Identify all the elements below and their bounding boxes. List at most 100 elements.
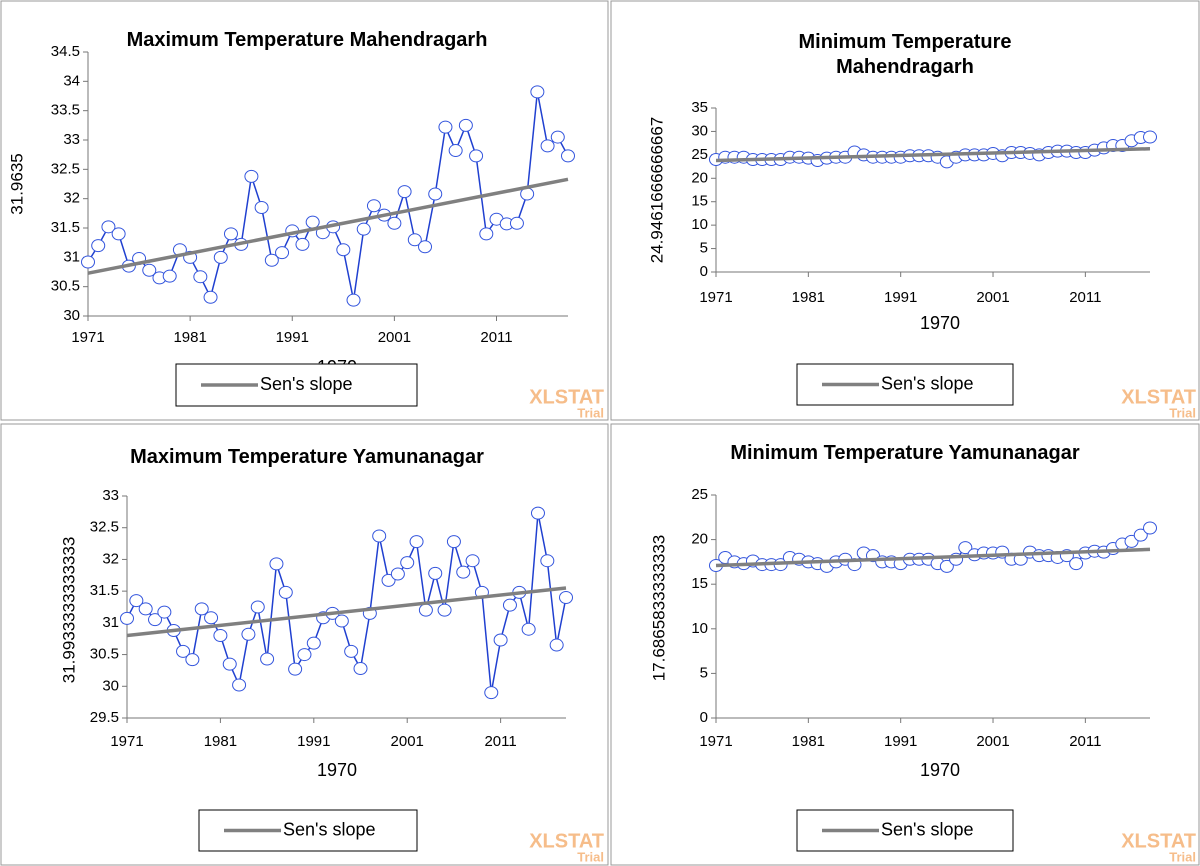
x-tick-label: 2011 (480, 329, 512, 346)
data-point (344, 644, 359, 658)
data-point (530, 506, 545, 520)
data-point (222, 657, 237, 671)
data-point (356, 222, 371, 236)
data-point (295, 237, 310, 251)
x-tick-label: 1981 (792, 733, 825, 750)
y-tick-label: 10 (691, 620, 708, 637)
y-tick-label: 15 (691, 193, 708, 210)
y-tick-label: 30 (63, 307, 80, 324)
panel-border (0, 0, 609, 421)
x-tick-label: 1971 (71, 329, 104, 346)
y-axis-label: 17.6865833333333 (649, 535, 668, 682)
x-axis-label: 1970 (920, 760, 960, 780)
y-tick-label: 34 (63, 72, 80, 89)
data-point (138, 602, 153, 616)
data-point (465, 554, 480, 568)
y-axis-label: 24.9461666666667 (647, 117, 666, 264)
y-tick-label: 31 (63, 248, 80, 265)
watermark: XLSTAT (529, 386, 604, 408)
data-point (372, 529, 387, 543)
watermark-sub: Trial (577, 849, 604, 864)
x-tick-label: 1981 (204, 733, 237, 750)
x-tick-label: 1991 (884, 289, 917, 306)
y-tick-label: 25 (691, 486, 708, 503)
data-point (148, 613, 163, 627)
data-point (540, 139, 555, 153)
data-point (203, 290, 218, 304)
data-point (1133, 528, 1148, 542)
x-tick-label: 2011 (484, 733, 516, 750)
data-point (213, 250, 228, 264)
y-axis-label: 31.9635 (7, 153, 26, 214)
data-point (1143, 130, 1157, 144)
data-point (469, 149, 484, 163)
y-tick-label: 0 (700, 263, 708, 280)
data-point (288, 662, 303, 676)
y-tick-label: 30.5 (90, 646, 119, 663)
x-tick-label: 1971 (699, 733, 732, 750)
data-point (213, 629, 228, 643)
data-point (540, 554, 555, 568)
trend-line (715, 547, 1151, 568)
y-tick-label: 32 (63, 190, 80, 207)
data-point (297, 648, 312, 662)
y-axis-label: 31.9933333333333 (59, 537, 78, 684)
data-point (176, 644, 191, 658)
y-tick-label: 20 (691, 531, 708, 548)
x-tick-label: 1991 (884, 733, 917, 750)
data-point (479, 227, 494, 241)
data-point (244, 169, 259, 183)
data-point (390, 567, 405, 581)
y-tick-label: 5 (700, 240, 708, 257)
legend-label: Sen's slope (283, 819, 376, 839)
data-point (278, 585, 293, 599)
data-point (387, 216, 402, 230)
data-point (353, 662, 368, 676)
data-point (254, 200, 269, 214)
data-point (120, 611, 134, 625)
x-axis-label: 1970 (920, 313, 960, 333)
data-point (1143, 521, 1157, 535)
watermark: XLSTAT (1121, 386, 1196, 408)
data-point (193, 270, 208, 284)
data-point (409, 535, 424, 549)
x-axis-label: 1970 (317, 760, 357, 780)
x-tick-label: 1971 (699, 289, 732, 306)
data-point (306, 636, 321, 650)
data-point (250, 600, 265, 614)
y-tick-label: 10 (691, 216, 708, 233)
chart-title: Minimum Temperature Yamunanagar (730, 442, 1080, 464)
y-tick-label: 20 (691, 169, 708, 186)
data-point (438, 120, 453, 134)
legend-label: Sen's slope (260, 374, 353, 394)
data-point (428, 566, 443, 580)
x-tick-label: 2001 (976, 733, 1009, 750)
data-point (418, 240, 433, 254)
data-point (223, 227, 238, 241)
data-point (111, 227, 126, 241)
panel-border (0, 423, 609, 866)
y-tick-label: 33 (102, 487, 119, 504)
y-tick-label: 25 (691, 146, 708, 163)
x-tick-label: 1991 (276, 329, 309, 346)
data-point (185, 653, 200, 667)
chart-title: Maximum Temperature Mahendragarh (126, 29, 488, 51)
data-point (334, 614, 349, 628)
watermark-sub: Trial (577, 405, 604, 420)
y-tick-label: 32.5 (51, 160, 80, 177)
data-point (194, 602, 209, 616)
data-point (484, 686, 499, 700)
x-tick-label: 1981 (173, 329, 206, 346)
data-point (91, 239, 106, 253)
y-tick-label: 30.5 (51, 278, 80, 295)
chart-title: Minimum Temperature Mahendragarh (798, 31, 1012, 78)
trend-line (87, 177, 569, 275)
data-point (561, 149, 575, 163)
data-point (502, 598, 517, 612)
data-point (204, 611, 219, 625)
y-tick-label: 32 (102, 550, 119, 567)
y-tick-label: 34.5 (51, 43, 80, 60)
data-point (1069, 557, 1084, 571)
